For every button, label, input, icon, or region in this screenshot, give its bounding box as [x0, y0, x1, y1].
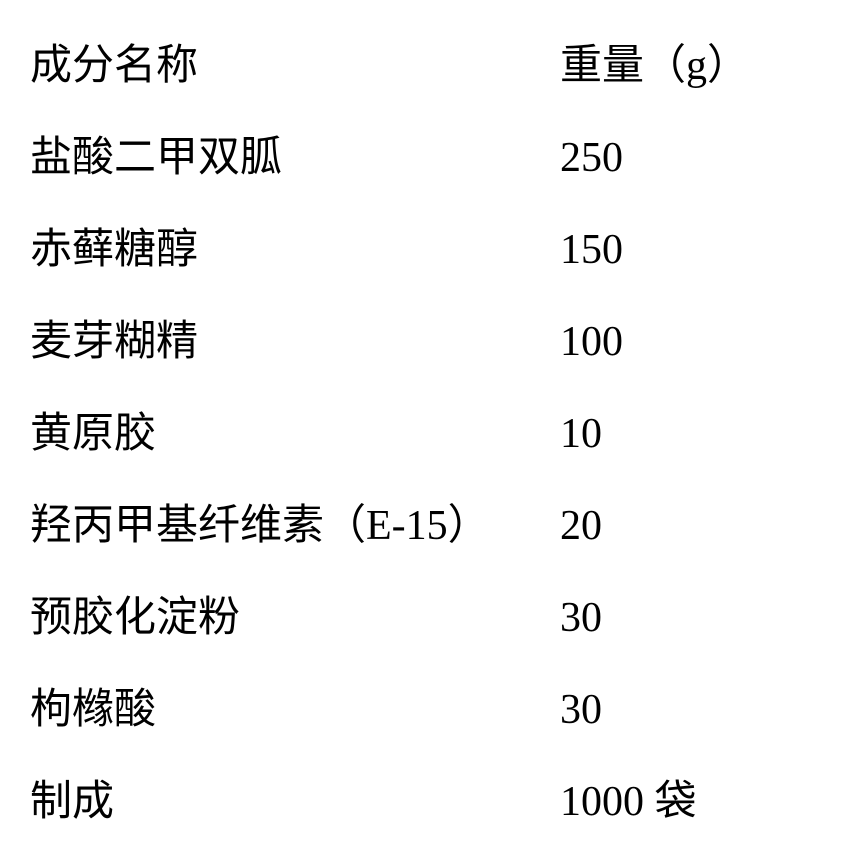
- table-row: 枸橼酸 30: [30, 664, 823, 756]
- ingredient-name: 黄原胶: [30, 388, 560, 480]
- table-row: 麦芽糊精 100: [30, 296, 823, 388]
- ingredient-weight: 30: [560, 572, 602, 664]
- table-row: 羟丙甲基纤维素（E-15） 20: [30, 480, 823, 572]
- ingredient-weight: 1000 袋: [560, 756, 697, 848]
- table-row: 黄原胶 10: [30, 388, 823, 480]
- table-row: 预胶化淀粉 30: [30, 572, 823, 664]
- ingredients-table: 成分名称 重量（g） 盐酸二甲双胍 250 赤藓糖醇 150 麦芽糊精 100 …: [0, 0, 863, 868]
- table-header-row: 成分名称 重量（g）: [30, 20, 823, 112]
- table-row: 盐酸二甲双胍 250: [30, 112, 823, 204]
- ingredient-weight: 250: [560, 112, 623, 204]
- header-weight: 重量（g）: [560, 20, 749, 112]
- table-row: 制成 1000 袋: [30, 756, 823, 848]
- table-row: 赤藓糖醇 150: [30, 204, 823, 296]
- ingredient-weight: 20: [560, 480, 602, 572]
- ingredient-name: 盐酸二甲双胍: [30, 112, 560, 204]
- ingredient-weight: 30: [560, 664, 602, 756]
- ingredient-name: 羟丙甲基纤维素（E-15）: [30, 480, 560, 572]
- ingredient-weight: 150: [560, 204, 623, 296]
- ingredient-name: 赤藓糖醇: [30, 204, 560, 296]
- ingredient-name: 枸橼酸: [30, 664, 560, 756]
- ingredient-name: 麦芽糊精: [30, 296, 560, 388]
- ingredient-weight: 100: [560, 296, 623, 388]
- header-name: 成分名称: [30, 20, 560, 112]
- ingredient-name: 预胶化淀粉: [30, 572, 560, 664]
- ingredient-name: 制成: [30, 756, 560, 848]
- ingredient-weight: 10: [560, 388, 602, 480]
